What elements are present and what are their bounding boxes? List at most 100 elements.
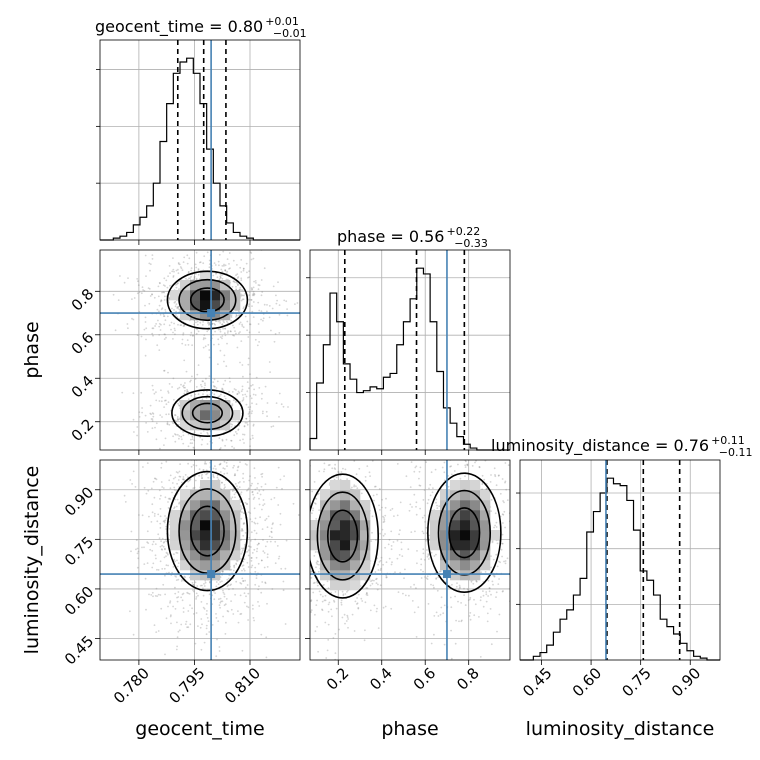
sample-point [306,595,308,597]
sample-point [390,530,393,533]
sample-point [370,448,372,450]
sample-point [249,323,252,326]
sample-point [308,555,310,557]
sample-point [243,425,246,427]
sample-point [187,452,189,454]
sample-point [148,593,150,596]
sample-point [381,528,384,531]
sample-point [360,492,363,495]
sample-point [144,354,147,357]
sample-point [190,455,192,457]
sample-point [311,424,313,426]
density-cell [440,490,451,501]
sample-point [226,270,229,273]
sample-point [290,576,292,578]
sample-point [365,422,367,424]
sample-point [250,287,253,289]
sample-point [180,267,183,270]
sample-point [172,268,175,271]
density-cell [180,520,191,531]
sample-point [327,587,330,590]
sample-point [518,653,520,655]
sample-point [146,431,149,433]
sample-point [239,582,242,584]
sample-point [205,439,207,441]
sample-point [263,267,266,270]
sample-point [194,474,197,477]
sample-point [284,567,287,570]
sample-point [400,541,403,544]
sample-point [270,527,273,530]
sample-point [241,298,244,301]
sample-point [463,594,465,596]
sample-point [210,452,212,454]
sample-point [496,565,499,568]
sample-point [168,296,171,299]
sample-point [191,435,194,437]
sample-point [218,598,220,600]
sample-point [136,434,139,437]
sample-point [426,578,429,580]
sample-point [182,431,185,433]
sample-point [229,267,231,270]
sample-point [469,596,472,599]
density-cell [210,560,221,571]
sample-point [291,497,293,499]
sample-point [302,588,304,590]
sample-point [285,539,288,542]
sample-point [159,508,162,510]
sample-point [262,410,264,413]
sample-point [172,257,174,259]
sample-point [244,315,247,318]
sample-point [243,294,245,297]
sample-point [174,560,177,563]
sample-point [502,513,505,516]
sample-point [146,562,149,564]
sample-point [161,537,164,540]
sample-point [256,492,259,495]
sample-point [232,334,234,337]
sample-point [248,291,251,293]
sample-point [156,520,159,523]
sample-point [217,454,219,456]
sample-point [221,335,224,337]
density-cell [350,510,361,521]
density-cell [220,520,231,531]
sample-point [186,591,189,594]
sample-point [314,571,317,574]
sample-point [202,338,205,341]
sample-point [249,251,252,254]
sample-point [233,464,235,467]
sample-point [501,478,504,480]
sample-point [167,390,170,393]
sample-point [275,521,277,523]
sample-point [218,320,221,322]
density-cell [200,570,211,581]
sample-point [254,538,257,541]
contour-level [166,270,249,330]
sample-point [387,543,390,546]
sample-point [159,545,162,548]
sample-point [217,328,220,331]
sample-point [221,323,224,326]
sample-point [227,610,230,613]
density-cell [190,520,201,531]
density-cell [210,510,221,521]
sample-point [159,522,162,525]
density-cell [220,290,231,301]
sample-point [219,463,222,466]
density-cell [350,530,361,541]
sample-point [174,592,177,595]
sample-point [439,570,442,573]
sample-point [385,561,388,564]
sample-point [330,591,332,594]
sample-point [204,382,206,385]
sample-point [264,483,267,485]
sample-point [501,542,503,545]
sample-point [242,268,245,270]
sample-point [196,452,198,454]
sample-point [222,591,225,594]
sample-point [187,626,190,629]
sample-point [265,517,268,520]
sample-point [244,501,247,504]
